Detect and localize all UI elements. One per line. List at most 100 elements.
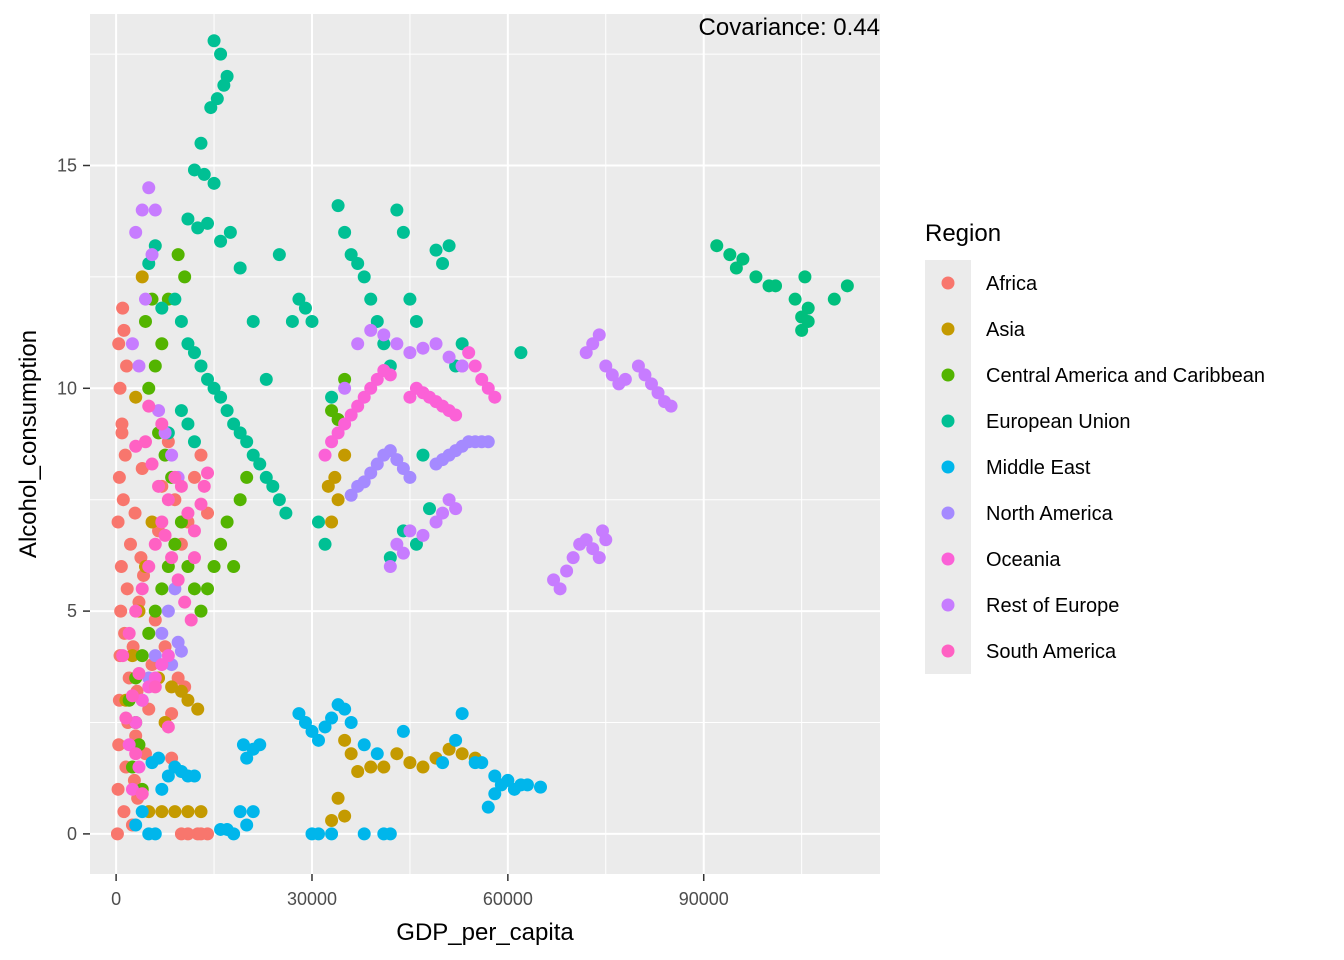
data-point [194,448,208,462]
data-point [227,417,241,431]
data-points [110,34,854,841]
data-point [586,542,600,556]
data-point [246,314,260,328]
data-point [168,537,182,551]
data-point [174,684,188,698]
data-point [168,470,182,484]
x-tick-label: 60000 [483,889,533,909]
data-point [119,711,133,725]
data-point [272,248,286,262]
data-point [390,747,404,761]
data-point [769,279,783,293]
data-point [227,560,241,574]
x-tick-label: 90000 [679,889,729,909]
data-point [145,248,159,262]
y-tick-label: 5 [67,601,77,621]
legend-item: Rest of Europe [941,595,1119,617]
data-point [220,404,234,418]
data-point [142,181,156,195]
covariance-annotation: Covariance: 0.44 [699,14,880,41]
data-point [246,805,260,819]
data-point [390,537,404,551]
data-point [135,582,149,596]
data-point [383,560,397,574]
data-point [801,301,815,315]
data-point [344,248,358,262]
data-point [351,257,365,271]
data-point [321,479,335,493]
data-point [187,769,201,783]
data-point [403,470,417,484]
data-point [148,537,162,551]
data-point [161,604,175,618]
data-point [191,221,205,235]
data-point [214,537,228,551]
data-point [488,390,502,404]
data-point [142,626,156,640]
data-point [481,381,495,395]
data-point [449,502,463,516]
data-point [383,827,397,841]
data-point [145,515,159,529]
data-point [187,346,201,360]
data-point [204,101,218,115]
data-point [128,506,142,520]
data-point [155,658,169,672]
data-point [331,493,345,507]
data-point [171,671,185,685]
data-point [114,560,128,574]
data-point [187,524,201,538]
legend-label: Central America and Caribbean [986,365,1265,387]
data-point [259,470,273,484]
data-point [135,805,149,819]
legend-key [941,368,955,382]
data-point [455,359,469,373]
y-tick-label: 0 [67,824,77,844]
legend-key [941,552,955,566]
data-point [566,551,580,565]
data-point [596,524,610,538]
data-point [145,457,159,471]
data-point [488,769,502,783]
data-point [132,359,146,373]
data-point [207,34,221,48]
data-point [468,359,482,373]
data-point [112,337,126,351]
legend-key [941,598,955,612]
data-point [403,346,417,360]
data-point [442,350,456,364]
data-point [165,680,179,694]
data-point [798,270,812,284]
data-point [148,203,162,217]
data-point [403,756,417,770]
data-point [429,337,443,351]
data-point [207,381,221,395]
data-point [710,239,724,253]
data-point [135,649,149,663]
data-point [135,787,149,801]
data-point [181,212,195,226]
data-point [592,551,606,565]
data-point [370,314,384,328]
data-point [651,386,665,400]
data-point [155,626,169,640]
data-point [605,368,619,382]
data-point [117,805,131,819]
data-point [155,582,169,596]
legend-item: Middle East [941,457,1091,479]
legend-item: Africa [941,273,1038,295]
data-point [475,372,489,386]
data-point [125,782,139,796]
data-point [191,702,205,716]
data-point [403,390,417,404]
data-point [233,426,247,440]
data-point [579,533,593,547]
data-point [338,372,352,386]
data-point [436,257,450,271]
data-point [364,381,378,395]
data-point [736,252,750,266]
data-point [148,827,162,841]
data-point [194,497,208,511]
data-point [201,372,215,386]
data-point [116,493,130,507]
